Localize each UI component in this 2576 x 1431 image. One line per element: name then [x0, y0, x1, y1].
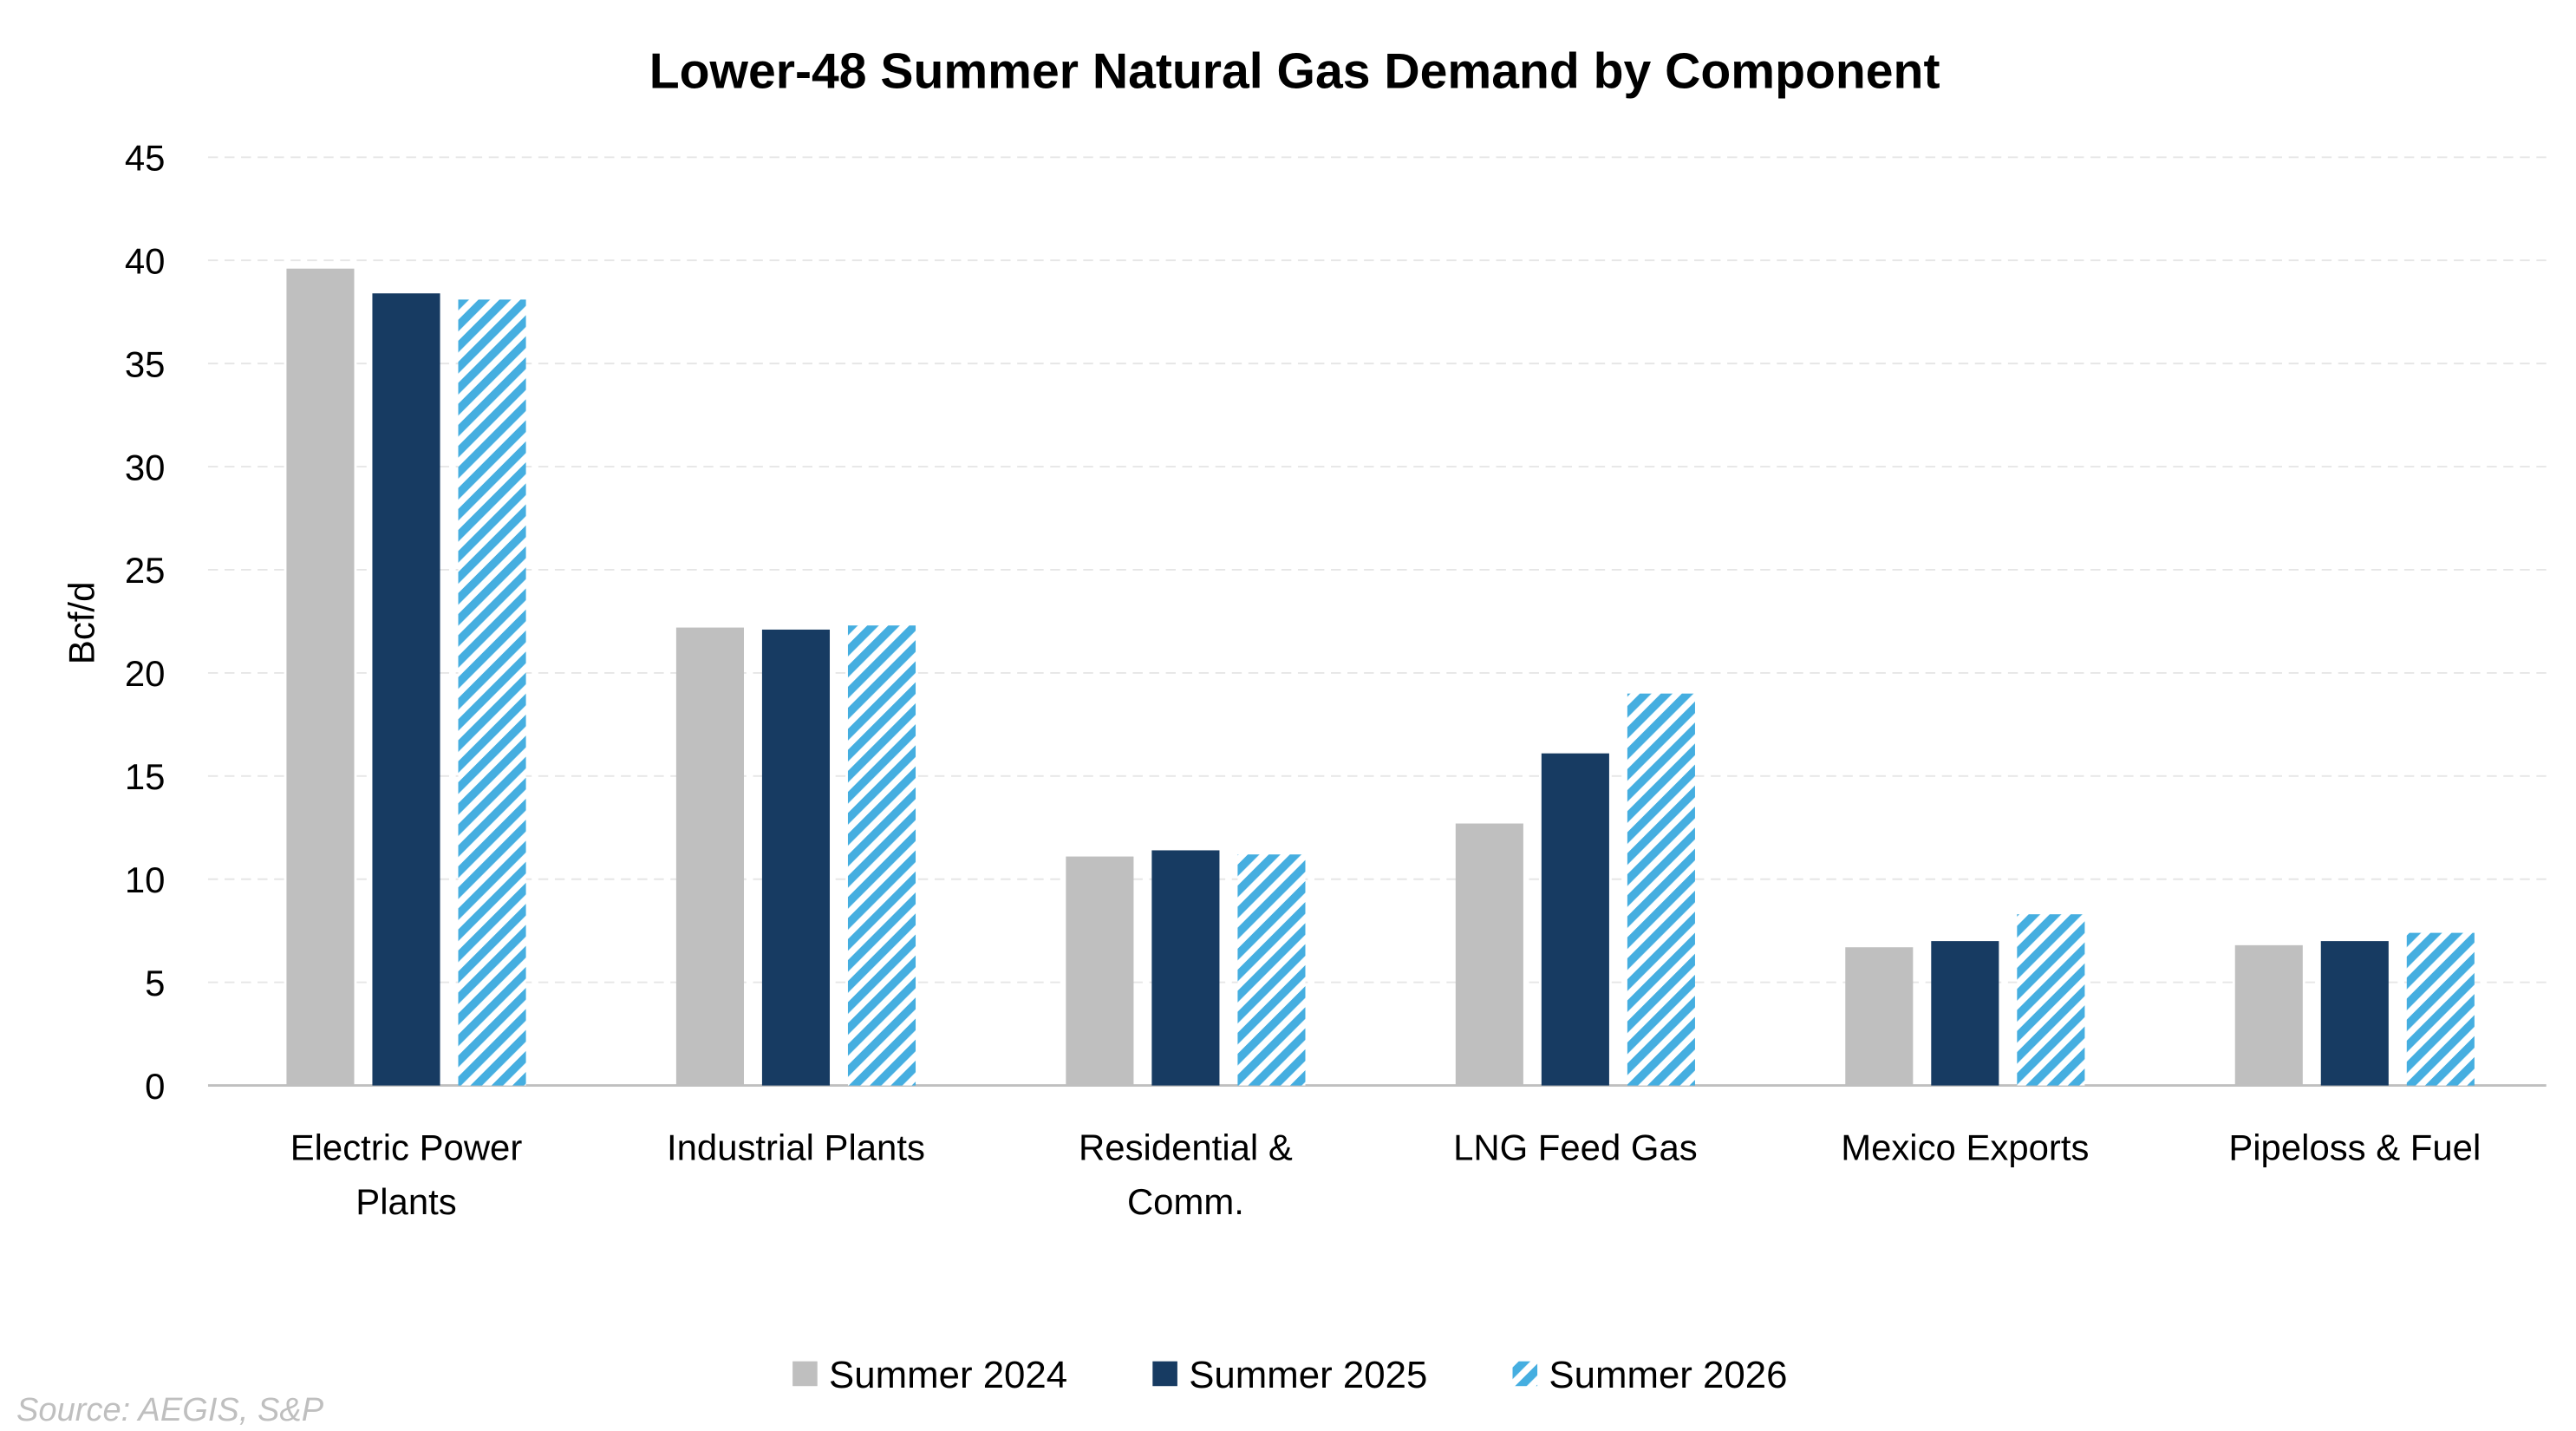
- legend-label: Summer 2024: [829, 1354, 1067, 1396]
- y-tick-label: 15: [125, 756, 166, 797]
- y-tick-label: 45: [125, 138, 166, 179]
- bar-summer-2025: [372, 293, 440, 1086]
- bar-summer-2024: [1066, 856, 1134, 1086]
- chart-title: Lower-48 Summer Natural Gas Demand by Co…: [649, 43, 1940, 99]
- x-tick-label: LNG Feed Gas: [1453, 1127, 1698, 1167]
- bar-summer-2026: [2406, 932, 2475, 1086]
- bar-summer-2025: [761, 629, 831, 1086]
- x-tick-label: Mexico Exports: [1841, 1127, 2089, 1167]
- bar-summer-2026: [1627, 693, 1695, 1086]
- bar-summer-2024: [286, 268, 355, 1086]
- bar-summer-2024: [1455, 823, 1523, 1086]
- y-tick-label: 0: [145, 1066, 165, 1107]
- y-tick-label: 35: [125, 343, 166, 384]
- bar-summer-2024: [2234, 944, 2303, 1086]
- legend-swatch: [792, 1361, 818, 1387]
- x-tick-label: Comm.: [1127, 1181, 1244, 1222]
- legend-swatch: [1152, 1361, 1177, 1387]
- bar-summer-2025: [1541, 753, 1609, 1086]
- y-tick-label: 10: [125, 859, 166, 900]
- bar-summer-2026: [847, 625, 916, 1086]
- bar-summer-2026: [458, 299, 526, 1086]
- bar-summer-2026: [1237, 854, 1306, 1086]
- x-tick-label: Residential &: [1079, 1127, 1293, 1167]
- x-tick-label: Industrial Plants: [667, 1127, 925, 1167]
- legend-swatch: [1512, 1361, 1538, 1387]
- bar-summer-2024: [1845, 947, 1914, 1086]
- bar-summer-2025: [2320, 941, 2389, 1086]
- x-tick-label: Electric Power: [290, 1127, 523, 1167]
- bar-summer-2024: [675, 627, 744, 1086]
- legend-label: Summer 2026: [1549, 1354, 1787, 1396]
- y-tick-label: 30: [125, 447, 166, 487]
- x-tick-label: Plants: [355, 1181, 456, 1222]
- bar-summer-2025: [1151, 850, 1220, 1086]
- y-tick-label: 5: [145, 963, 165, 1003]
- x-tick-label: Pipeloss & Fuel: [2228, 1127, 2481, 1167]
- y-tick-label: 25: [125, 550, 166, 591]
- bar-summer-2025: [1931, 941, 1999, 1086]
- legend-label: Summer 2025: [1189, 1354, 1427, 1396]
- y-tick-label: 20: [125, 653, 166, 694]
- source-note: Source: AEGIS, S&P: [16, 1392, 324, 1428]
- y-axis-label: Bcf/d: [62, 582, 102, 664]
- bar-summer-2026: [2017, 914, 2085, 1086]
- y-tick-label: 40: [125, 240, 166, 281]
